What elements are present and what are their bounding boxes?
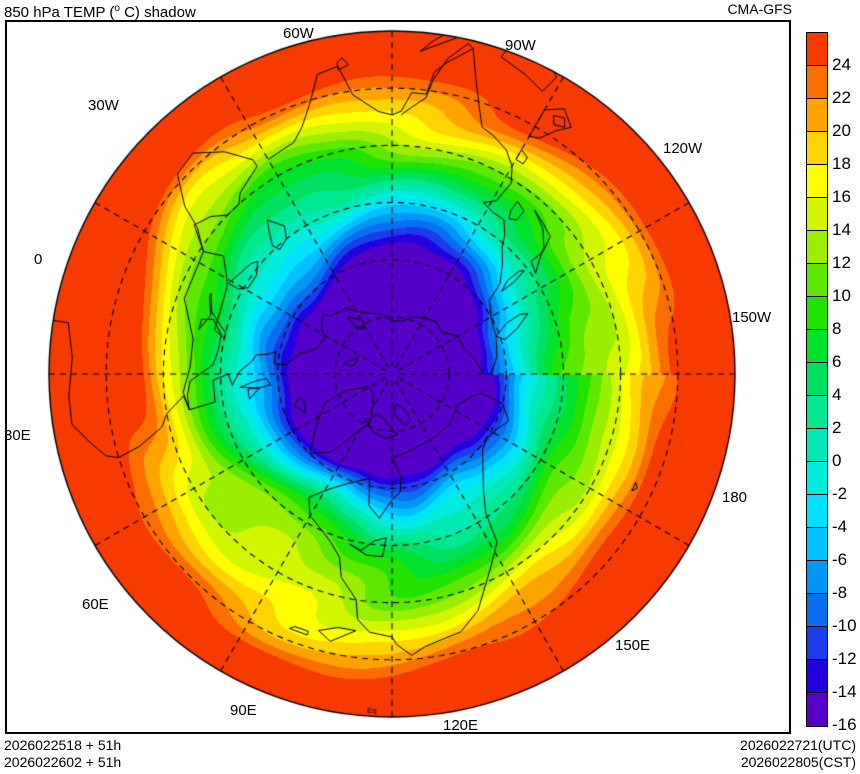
colorbar-swatch bbox=[807, 264, 827, 297]
footer-init-utc: 2026022518 + 51h bbox=[4, 737, 122, 753]
colorbar-swatch bbox=[807, 429, 827, 462]
colorbar-swatch bbox=[807, 660, 827, 693]
colorbar-swatch bbox=[807, 693, 827, 726]
colorbar-tick-18: 18 bbox=[832, 154, 851, 173]
colorbar-tick-8: 8 bbox=[832, 319, 842, 338]
footer-valid-utc: 2026022721(UTC) bbox=[740, 737, 856, 753]
map-frame bbox=[5, 20, 791, 734]
colorbar-tick--2: -2 bbox=[832, 484, 848, 503]
footer-valid-cst: 2026022805(CST) bbox=[740, 754, 856, 770]
colorbar-swatch bbox=[807, 528, 827, 561]
colorbar-tick--16: -16 bbox=[832, 715, 857, 734]
longitude-label-30E: 30E bbox=[4, 427, 31, 444]
model-label: CMA-GFS bbox=[727, 1, 792, 17]
colorbar-swatch bbox=[807, 396, 827, 429]
colorbar-tick--12: -12 bbox=[832, 649, 857, 668]
longitude-label-60W: 60W bbox=[283, 25, 314, 42]
colorbar-tick-22: 22 bbox=[832, 88, 851, 107]
longitude-label-120E: 120E bbox=[443, 717, 479, 734]
colorbar-tick-12: 12 bbox=[832, 253, 851, 272]
longitude-label-0: 0 bbox=[34, 251, 43, 268]
colorbar bbox=[806, 32, 828, 727]
longitude-label-30W: 30W bbox=[88, 97, 119, 114]
colorbar-swatch bbox=[807, 594, 827, 627]
colorbar-tick-6: 6 bbox=[832, 352, 842, 371]
colorbar-swatch bbox=[807, 99, 827, 132]
polar-map-canvas bbox=[7, 22, 789, 732]
longitude-label-180: 180 bbox=[722, 489, 748, 506]
longitude-label-90E: 90E bbox=[230, 702, 257, 719]
colorbar-swatch bbox=[807, 495, 827, 528]
colorbar-swatch bbox=[807, 33, 827, 66]
colorbar-tick-16: 16 bbox=[832, 187, 851, 206]
colorbar-tick--6: -6 bbox=[832, 550, 848, 569]
longitude-label-60E: 60E bbox=[82, 596, 109, 613]
degree-symbol: o bbox=[114, 3, 120, 14]
colorbar-swatch bbox=[807, 627, 827, 660]
colorbar-tick-14: 14 bbox=[832, 220, 851, 239]
longitude-label-150E: 150E bbox=[615, 637, 651, 654]
colorbar-swatch bbox=[807, 330, 827, 363]
colorbar-swatch bbox=[807, 363, 827, 396]
colorbar-swatch bbox=[807, 462, 827, 495]
colorbar-swatch bbox=[807, 132, 827, 165]
page-title: 850 hPa TEMP (o C) shadow bbox=[4, 3, 196, 21]
colorbar-tick-4: 4 bbox=[832, 385, 842, 404]
colorbar-tick--10: -10 bbox=[832, 616, 857, 635]
longitude-label-120W: 120W bbox=[663, 140, 703, 157]
footer-init-cst: 2026022602 + 51h bbox=[4, 754, 122, 770]
colorbar-swatch bbox=[807, 561, 827, 594]
colorbar-tick--8: -8 bbox=[832, 583, 848, 602]
colorbar-tick-10: 10 bbox=[832, 286, 851, 305]
colorbar-swatch bbox=[807, 66, 827, 99]
colorbar-swatch bbox=[807, 231, 827, 264]
colorbar-tick-20: 20 bbox=[832, 121, 851, 140]
colorbar-swatch bbox=[807, 165, 827, 198]
colorbar-tick-2: 2 bbox=[832, 418, 842, 437]
colorbar-tick-0: 0 bbox=[832, 451, 842, 470]
colorbar-swatch bbox=[807, 198, 827, 231]
colorbar-tick--4: -4 bbox=[832, 517, 848, 536]
colorbar-tick--14: -14 bbox=[832, 682, 857, 701]
colorbar-swatch bbox=[807, 297, 827, 330]
longitude-label-90W: 90W bbox=[505, 37, 536, 54]
colorbar-tick-24: 24 bbox=[832, 55, 851, 74]
longitude-label-150W: 150W bbox=[732, 309, 772, 326]
